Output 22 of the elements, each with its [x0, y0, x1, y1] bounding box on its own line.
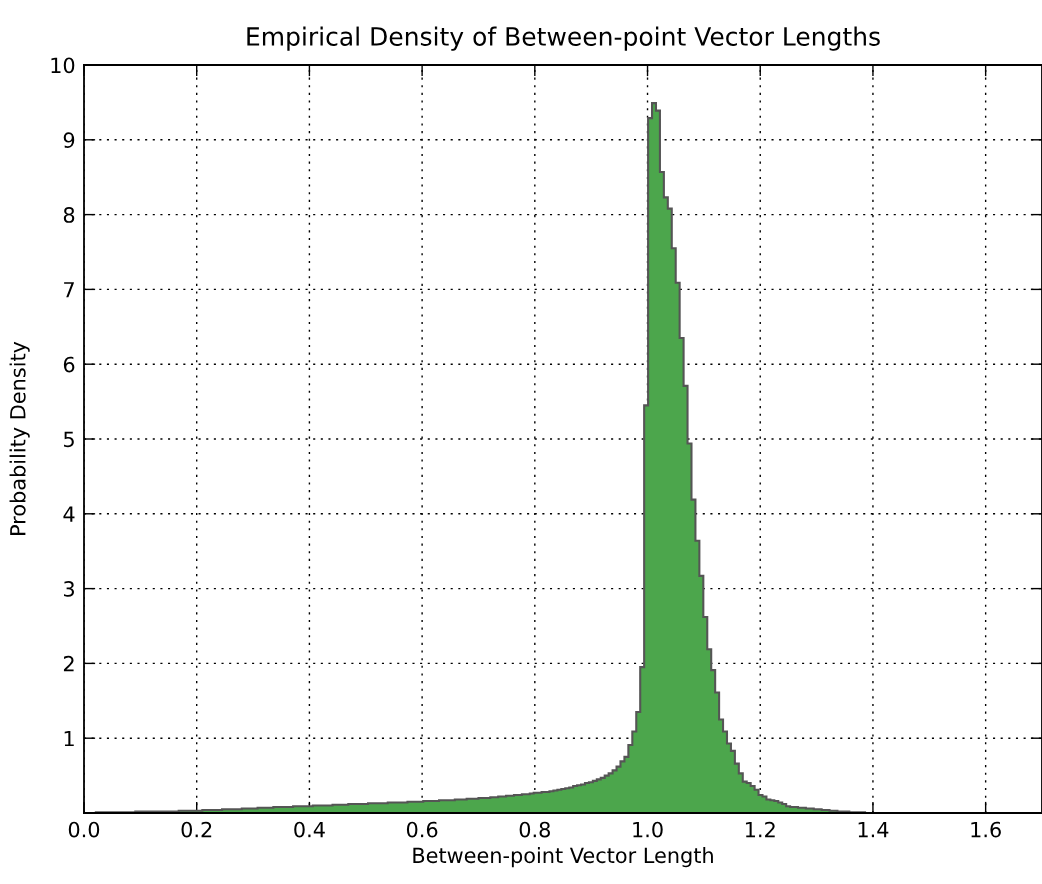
y-tick-label: 7 — [64, 282, 74, 298]
x-tick-label: 1.2 — [745, 821, 775, 838]
x-tick-label: 1.6 — [971, 821, 1001, 838]
x-tick-label: 0.4 — [294, 821, 325, 838]
chart-title: Empirical Density of Between-point Vector Lengths — [247, 26, 880, 51]
x-tick-label: 0.2 — [181, 821, 212, 838]
x-tick-label: 0.0 — [68, 821, 100, 838]
y-tick-label: 5 — [64, 431, 74, 448]
y-tick-label: 4 — [63, 506, 75, 522]
x-tick-label: 0.6 — [406, 821, 438, 838]
x-axis-title: Between-point Vector Length — [413, 847, 713, 868]
y-tick-label: 3 — [64, 581, 74, 597]
y-tick-label: 2 — [63, 655, 74, 672]
x-tick-label: 1.0 — [633, 821, 663, 838]
y-axis-title: Probability Density — [9, 341, 30, 535]
y-tick-label: 9 — [63, 132, 75, 149]
x-tick-label: 1.4 — [858, 821, 889, 838]
y-tick-label: 8 — [63, 207, 75, 223]
y-tick-label: 10 — [51, 57, 75, 74]
y-tick-label: 6 — [63, 356, 75, 373]
y-tick-label: 1 — [64, 730, 74, 747]
x-tick-label: 0.8 — [519, 821, 550, 838]
